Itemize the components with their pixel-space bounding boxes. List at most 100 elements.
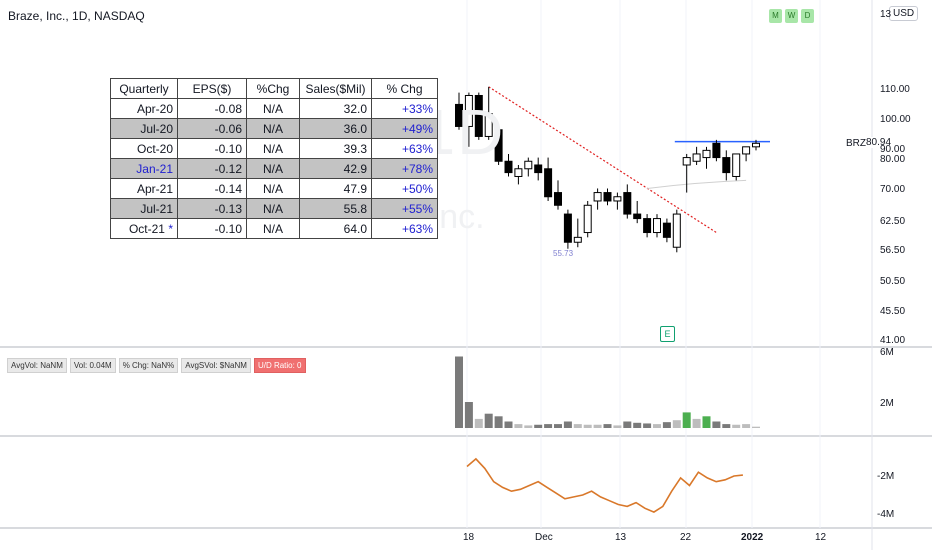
price-tick-label: 56.50	[880, 245, 906, 256]
avg-vol-stat: AvgVol: NaNM	[7, 358, 67, 373]
candle-body	[732, 153, 741, 177]
eps-cell-text: -0.06	[214, 121, 242, 136]
eps-chg-cell: N/A	[246, 98, 300, 119]
volume-bar	[662, 422, 671, 428]
eps-cell-text: -0.14	[214, 181, 242, 196]
price-tick-label: 100.00	[880, 114, 911, 125]
eps-chg-cell: N/A	[246, 138, 300, 159]
currency-button[interactable]: USD	[889, 6, 919, 21]
pct-chg-stat: % Chg: NaN%	[118, 358, 179, 373]
volume-bar	[702, 416, 711, 428]
chart-title: Braze, Inc., 1D, NASDAQ	[8, 9, 145, 23]
time-tick-label: 18	[463, 532, 475, 543]
candle-body	[563, 213, 572, 243]
eps-chg-cell-text: N/A	[262, 141, 283, 156]
indicator-tick-label: -2M	[877, 471, 895, 482]
ud-ratio-stat: U/D Ratio: 0	[253, 358, 306, 373]
sales-chg-cell-text: +50%	[401, 181, 433, 196]
volume-bar	[544, 424, 553, 428]
sales-cell-text: 32.0	[343, 101, 367, 116]
eps-chg-cell-text: N/A	[262, 101, 283, 116]
column-header: EPS($)	[177, 78, 247, 99]
sales-chg-cell-text: +55%	[401, 201, 433, 216]
quarter-cell-text: Oct-20	[136, 141, 173, 156]
interval-month-button[interactable]: M	[769, 9, 782, 23]
sales-chg-cell: +63%	[371, 218, 438, 239]
indicator-tick-label: -4M	[877, 509, 895, 520]
quarter-cell: Oct-21 *	[110, 218, 178, 239]
candle-body	[484, 113, 493, 137]
eps-chg-cell: N/A	[246, 118, 300, 139]
candle-body	[544, 168, 553, 198]
volume-bar	[623, 421, 632, 428]
eps-cell-text: -0.12	[214, 161, 242, 176]
volume-bar	[672, 420, 681, 428]
quarter-cell-text: Jan-21	[136, 161, 173, 176]
volume-tick-label: 6M	[880, 347, 894, 358]
candle-body	[573, 236, 582, 243]
estimate-marker: *	[168, 221, 173, 236]
eps-chg-cell: N/A	[246, 158, 300, 179]
sales-chg-cell: +78%	[371, 158, 438, 179]
eps-cell: -0.10	[177, 218, 247, 239]
table-row: Jan-21 -0.12 N/A 42.9 +78%	[110, 158, 438, 179]
eps-chg-cell-text: N/A	[262, 121, 283, 136]
eps-cell: -0.14	[177, 178, 247, 199]
price-tick-label: 13	[880, 9, 892, 20]
volume-stats-bar: AvgVol: NaNM Vol: 0.04M % Chg: NaN% AvgS…	[7, 358, 306, 373]
price-tick-label: 90.00	[880, 144, 906, 155]
eps-cell: -0.12	[177, 158, 247, 179]
table-row: Apr-21 -0.14 N/A 47.9 +50%	[110, 178, 438, 199]
price-tick-label: 80.00	[880, 154, 906, 165]
volume-bar	[563, 421, 572, 428]
candle-body	[702, 149, 711, 159]
eps-chg-cell-text: N/A	[262, 181, 283, 196]
column-header: Quarterly	[110, 78, 178, 99]
quarter-cell: Jul-20	[110, 118, 178, 139]
interval-week-button[interactable]: W	[785, 9, 798, 23]
time-tick-label: 13	[615, 532, 627, 543]
volume-bar	[504, 421, 513, 428]
volume-bar	[603, 424, 612, 428]
sales-chg-cell-text: +78%	[401, 161, 433, 176]
sales-cell-text: 42.9	[343, 161, 367, 176]
price-tick-label: 45.50	[880, 306, 906, 317]
candle-body	[474, 94, 483, 137]
sales-chg-cell-text: +63%	[401, 221, 433, 236]
candle-body	[603, 192, 612, 202]
volume-bar	[583, 424, 592, 428]
sales-cell: 55.8	[299, 198, 372, 219]
interval-day-button[interactable]: D	[801, 9, 814, 23]
candle-body	[653, 218, 661, 234]
candle-body	[682, 157, 691, 166]
sales-cell: 32.0	[299, 98, 372, 119]
sales-chg-cell-text: +49%	[401, 121, 433, 136]
volume-bar	[742, 424, 751, 428]
last-price-tag: 80.94	[866, 137, 892, 148]
earnings-badge[interactable]: E	[660, 326, 675, 342]
quarter-cell: Oct-20	[110, 138, 178, 159]
time-tick-label: 2022	[741, 532, 764, 543]
quarter-cell: Jul-21	[110, 198, 178, 219]
vol-stat: Vol: 0.04M	[69, 358, 116, 373]
candle-body	[534, 164, 543, 174]
table-row: Oct-20 -0.10 N/A 39.3 +63%	[110, 138, 438, 159]
table-row: Apr-20 -0.08 N/A 32.0 +33%	[110, 98, 438, 119]
candle-body	[643, 218, 652, 234]
volume-bar	[514, 424, 523, 428]
volume-bar	[682, 412, 691, 428]
candle-body	[742, 146, 751, 155]
moving-average-line	[647, 179, 747, 189]
sales-chg-cell: +50%	[371, 178, 438, 199]
interval-buttons: M W D	[769, 9, 814, 23]
eps-cell-text: -0.10	[214, 141, 242, 156]
sales-cell: 39.3	[299, 138, 372, 159]
eps-cell-text: -0.13	[214, 201, 242, 216]
eps-cell: -0.13	[177, 198, 247, 219]
time-tick-label: 22	[680, 532, 692, 543]
candle-body	[662, 222, 671, 238]
avg-svol-stat: AvgSVol: $NaNM	[181, 358, 251, 373]
volume-bar	[692, 418, 701, 428]
volume-bar	[732, 424, 741, 428]
